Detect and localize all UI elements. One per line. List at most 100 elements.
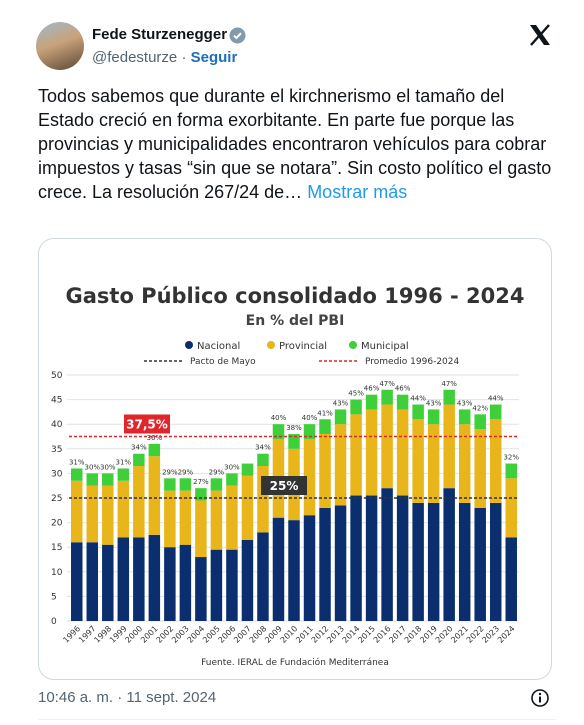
total-label: 47% <box>441 380 457 388</box>
timestamp[interactable]: 10:46 a. m. · 11 sept. 2024 <box>38 689 217 706</box>
total-label: 41% <box>317 409 333 417</box>
total-label: 46% <box>364 385 380 393</box>
total-label: 30% <box>84 463 100 471</box>
divider <box>38 719 556 720</box>
bar-segment <box>210 549 223 621</box>
y-tick-label: 45 <box>51 396 62 406</box>
bar-segment <box>474 414 486 430</box>
total-label: 43% <box>426 399 442 407</box>
media[interactable]: Gasto Público consolidado 1996 - 2024 En … <box>38 238 552 680</box>
bar-segment <box>334 424 347 506</box>
bar-segment <box>350 495 362 621</box>
reference-badge <box>261 476 307 495</box>
total-label: 30% <box>224 463 240 471</box>
total-label: 31% <box>69 458 85 466</box>
legend-label: Nacional <box>197 341 240 352</box>
bar-segment <box>396 394 409 410</box>
bar-segment <box>164 490 176 548</box>
total-label: 43% <box>457 399 473 407</box>
total-label: 32% <box>503 454 519 462</box>
total-label: 29% <box>178 468 194 476</box>
bar-segment <box>102 473 114 486</box>
bar-segment <box>505 463 517 479</box>
y-tick-label: 40 <box>51 420 63 430</box>
bar-segment <box>474 429 486 508</box>
bar-segment <box>195 500 207 558</box>
bar-segment <box>272 517 285 621</box>
total-label: 42% <box>472 404 488 412</box>
x-tick-label: 2024 <box>496 624 517 645</box>
bar-segment <box>350 414 362 496</box>
bar-segment <box>179 490 192 545</box>
avatar[interactable] <box>36 22 84 70</box>
bar-segment <box>257 466 269 533</box>
bar-segment <box>86 473 99 486</box>
bar-segment <box>241 463 254 476</box>
bar-segment <box>133 466 145 538</box>
bar-segment <box>412 404 424 420</box>
bar-segment <box>334 409 347 425</box>
bar-segment <box>210 478 223 491</box>
total-label: 44% <box>410 395 426 403</box>
bar-segment <box>164 478 176 491</box>
verified-badge <box>229 27 246 44</box>
total-label: 45% <box>348 390 364 398</box>
bar-segment <box>489 502 502 621</box>
legend-label: Provincial <box>279 341 327 352</box>
total-label: 34% <box>131 444 147 452</box>
bar-segment <box>303 515 316 621</box>
y-tick-label: 0 <box>51 617 57 627</box>
bar-segment <box>86 485 99 543</box>
bar-segment <box>226 473 238 486</box>
show-more[interactable]: Mostrar más <box>307 182 408 202</box>
bar-segment <box>133 537 145 621</box>
info-icon[interactable] <box>530 688 550 708</box>
bar-segment <box>241 539 254 621</box>
user-name[interactable]: Fede Sturzenegger <box>92 26 228 43</box>
total-label: 47% <box>379 380 395 388</box>
legend-swatch <box>267 341 275 349</box>
bar-segment <box>210 490 223 550</box>
bar-segment <box>319 507 331 621</box>
bar-segment <box>102 485 114 545</box>
total-label: 46% <box>395 385 411 393</box>
reference-badge <box>124 414 170 434</box>
bar-segment <box>350 399 362 415</box>
total-label: 29% <box>162 468 178 476</box>
bar-segment <box>71 480 83 543</box>
y-tick-label: 5 <box>51 592 57 602</box>
bar-segment <box>117 468 130 481</box>
bar-segment <box>117 480 130 538</box>
bar-segment <box>179 544 192 621</box>
bar-segment <box>303 438 316 516</box>
chart: Gasto Público consolidado 1996 - 2024 En … <box>51 284 525 668</box>
x-logo[interactable] <box>528 24 552 46</box>
bar-segment <box>365 495 378 621</box>
tweet-text: Todos sabemos que durante el kirchnerism… <box>38 86 552 202</box>
y-tick-label: 10 <box>51 568 63 578</box>
y-tick-label: 30 <box>51 469 63 479</box>
total-label: 30% <box>100 463 116 471</box>
bar-segment <box>365 394 378 410</box>
bar-segment <box>102 544 114 621</box>
chart-subtitle: En % del PBI <box>246 313 345 329</box>
bar-segment <box>148 534 161 621</box>
reference-label: 37,5% <box>126 418 168 432</box>
bar-segment <box>241 475 254 540</box>
legend-label: Municipal <box>361 341 409 352</box>
bar-segment <box>288 434 300 449</box>
bar-segment <box>71 468 83 481</box>
y-tick-label: 50 <box>51 371 63 381</box>
y-tick-label: 35 <box>51 445 62 455</box>
total-label: 38% <box>286 424 302 432</box>
bar-segment <box>458 424 471 503</box>
user-handle[interactable]: @fedesturze <box>92 49 178 66</box>
total-label: 40% <box>271 414 287 422</box>
y-tick-label: 15 <box>51 543 62 553</box>
bar-segment <box>458 409 471 425</box>
total-label: 27% <box>193 478 209 486</box>
bar-segment <box>334 505 347 621</box>
total-label: 40% <box>302 414 318 422</box>
bar-segment <box>505 537 517 621</box>
follow-link[interactable]: Seguir <box>190 49 238 66</box>
